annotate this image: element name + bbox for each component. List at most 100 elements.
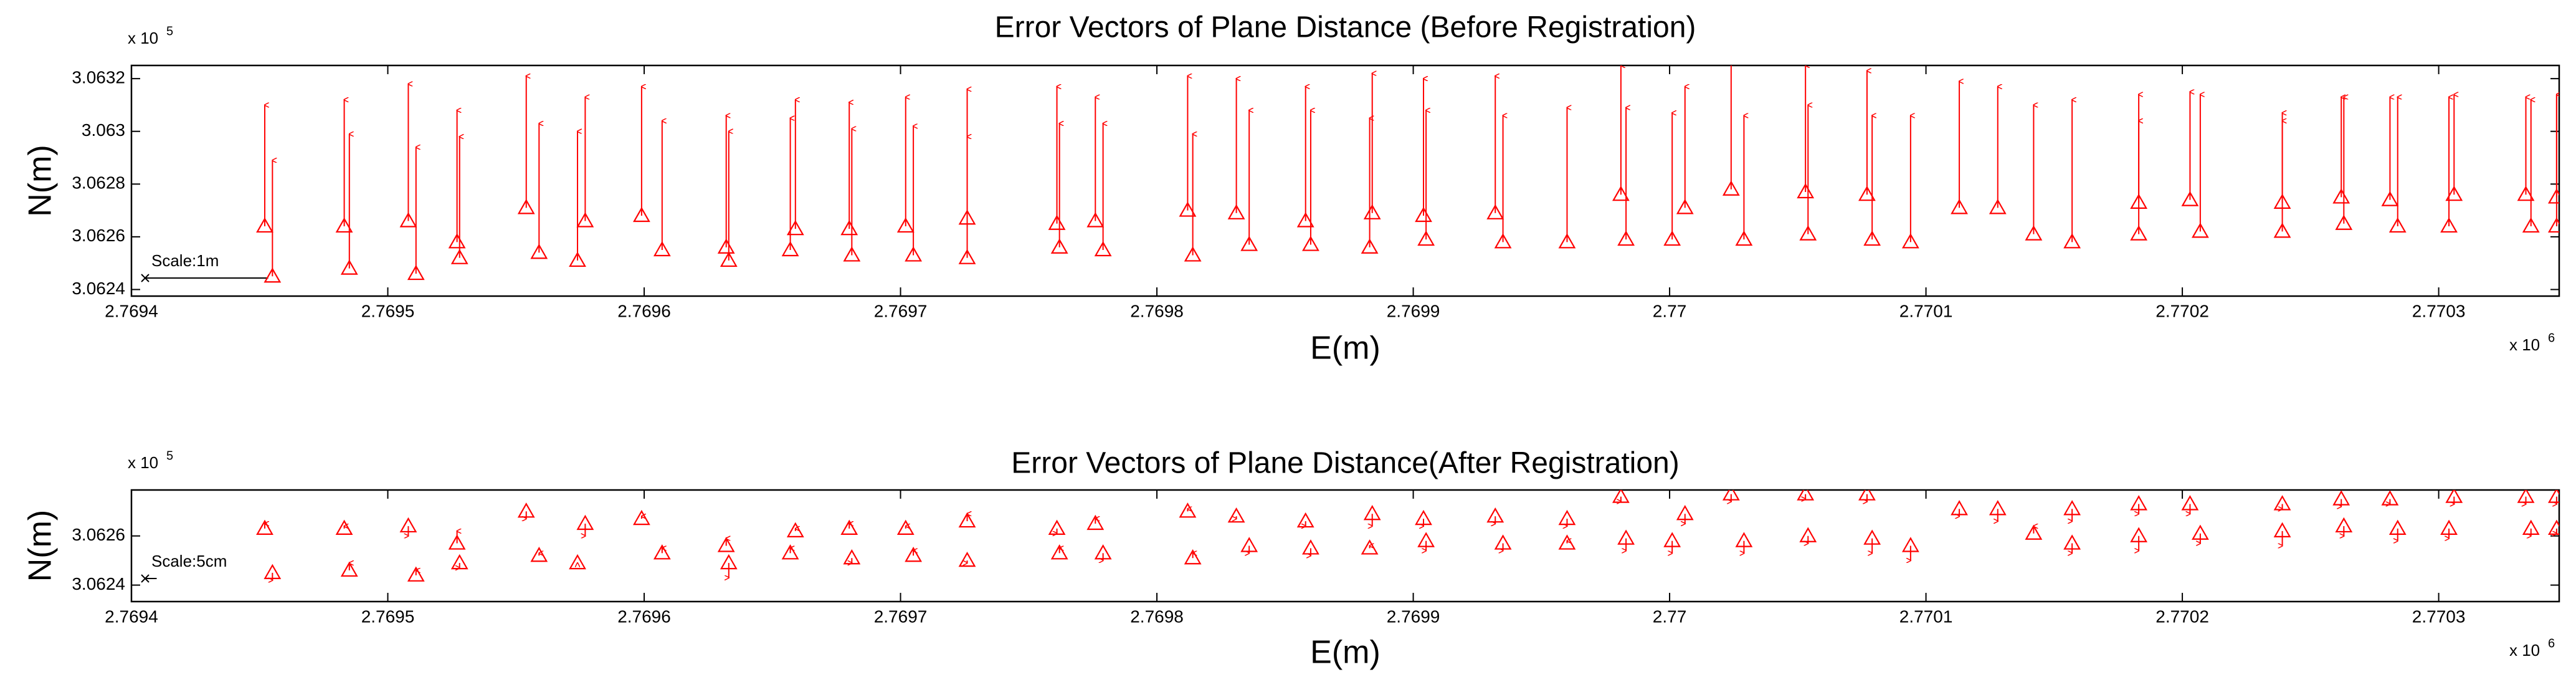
x-tick-label: 2.7699 <box>1387 301 1440 320</box>
point-marker <box>340 259 358 275</box>
y-tick-label: 3.0632 <box>72 68 125 87</box>
point-marker <box>1486 507 1504 523</box>
plot-frame <box>130 64 2560 297</box>
point-marker <box>2445 185 2463 201</box>
point-marker <box>1361 238 1379 254</box>
x-tick-label: 2.7702 <box>2155 607 2209 626</box>
point-marker <box>1050 238 1068 254</box>
y-tick-label: 3.0626 <box>72 525 125 544</box>
x-tick-label: 2.7699 <box>1387 607 1440 626</box>
point-marker <box>905 547 923 562</box>
x-tick-label: 2.7695 <box>361 607 415 626</box>
point-marker <box>2445 490 2463 503</box>
point-marker <box>1240 236 1258 251</box>
point-marker <box>1797 490 1815 501</box>
point-marker <box>2181 495 2199 511</box>
point-marker <box>1951 500 1968 516</box>
x-tick-label: 2.7701 <box>1899 301 1953 320</box>
point-marker <box>653 544 671 560</box>
point-marker <box>1302 539 1319 555</box>
y-tick-label: 3.0626 <box>72 226 125 245</box>
point-marker <box>2388 519 2407 535</box>
point-marker <box>840 219 858 236</box>
y-multiplier-base: x 10 <box>128 29 158 47</box>
point-marker <box>1676 505 1694 521</box>
point-marker <box>2273 495 2291 511</box>
scale-label: Scale:5cm <box>151 552 227 570</box>
point-marker <box>1863 529 1881 545</box>
x-axis-label: E(m) <box>1310 635 1381 671</box>
point-marker <box>1612 490 1630 503</box>
point-marker <box>1494 534 1512 550</box>
point-marker <box>2381 191 2399 206</box>
point-marker <box>1799 527 1817 542</box>
x-multiplier-power: 6 <box>2548 636 2555 650</box>
point-marker <box>2273 522 2291 537</box>
point-marker <box>896 519 915 535</box>
scale-label: Scale:1m <box>151 251 219 270</box>
x-axis-label: E(m) <box>1310 330 1381 367</box>
point-marker <box>2440 519 2458 535</box>
point-marker <box>1179 502 1197 518</box>
point-marker <box>958 551 976 567</box>
point-marker <box>1240 537 1258 552</box>
point-marker <box>1417 532 1435 547</box>
point-marker <box>2522 217 2540 233</box>
x-tick-label: 2.77 <box>1653 301 1687 320</box>
point-marker <box>2181 191 2199 206</box>
point-marker <box>2130 527 2148 542</box>
point-marker <box>1863 230 1881 246</box>
point-marker <box>530 244 548 259</box>
point-marker <box>1722 490 1740 501</box>
panel: Error Vectors of Plane Distance(After Re… <box>22 447 2560 671</box>
point-marker <box>1663 532 1681 547</box>
x-tick-label: 2.77 <box>1653 607 1687 626</box>
point-marker <box>1048 214 1066 230</box>
point-marker <box>2063 233 2081 249</box>
point-marker <box>407 264 425 281</box>
point-marker <box>781 544 799 560</box>
point-marker <box>517 199 535 214</box>
point-marker <box>340 561 358 577</box>
point-marker <box>517 502 535 518</box>
point-marker <box>264 267 282 283</box>
point-marker <box>1094 241 1112 257</box>
x-tick-label: 2.7696 <box>617 607 671 626</box>
point-marker <box>450 554 468 570</box>
x-tick-label: 2.7702 <box>2155 301 2209 320</box>
point-marker <box>905 246 923 262</box>
x-multiplier-base: x 10 <box>2509 641 2540 660</box>
point-marker <box>720 251 738 267</box>
y-multiplier-power: 5 <box>166 24 173 38</box>
point-marker <box>1676 199 1694 214</box>
point-marker <box>2063 534 2081 550</box>
x-tick-label: 2.7703 <box>2412 607 2466 626</box>
x-tick-label: 2.7694 <box>105 301 158 320</box>
point-marker <box>264 564 282 579</box>
y-axis-label: N(m) <box>22 145 59 217</box>
y-tick-label: 3.0624 <box>72 279 125 298</box>
point-marker <box>2335 517 2353 533</box>
point-marker <box>786 219 804 236</box>
point-marker <box>448 534 466 550</box>
point-marker <box>1663 230 1681 246</box>
point-marker <box>781 241 799 257</box>
point-marker <box>958 512 976 528</box>
point-marker <box>2191 223 2209 238</box>
point-marker <box>1612 185 1630 201</box>
point-marker <box>1486 204 1504 219</box>
point-marker <box>2335 214 2353 230</box>
point-marker <box>717 238 735 254</box>
point-marker <box>1179 201 1197 217</box>
point-marker <box>2547 490 2559 503</box>
point-marker <box>786 522 804 537</box>
point-marker <box>530 547 548 562</box>
point-marker <box>1302 236 1319 251</box>
point-marker <box>2130 225 2148 241</box>
point-marker <box>2332 490 2350 506</box>
point-marker <box>653 241 671 257</box>
point-marker <box>2517 185 2535 201</box>
point-marker <box>1558 534 1576 550</box>
scale-bar-cap <box>141 574 150 583</box>
